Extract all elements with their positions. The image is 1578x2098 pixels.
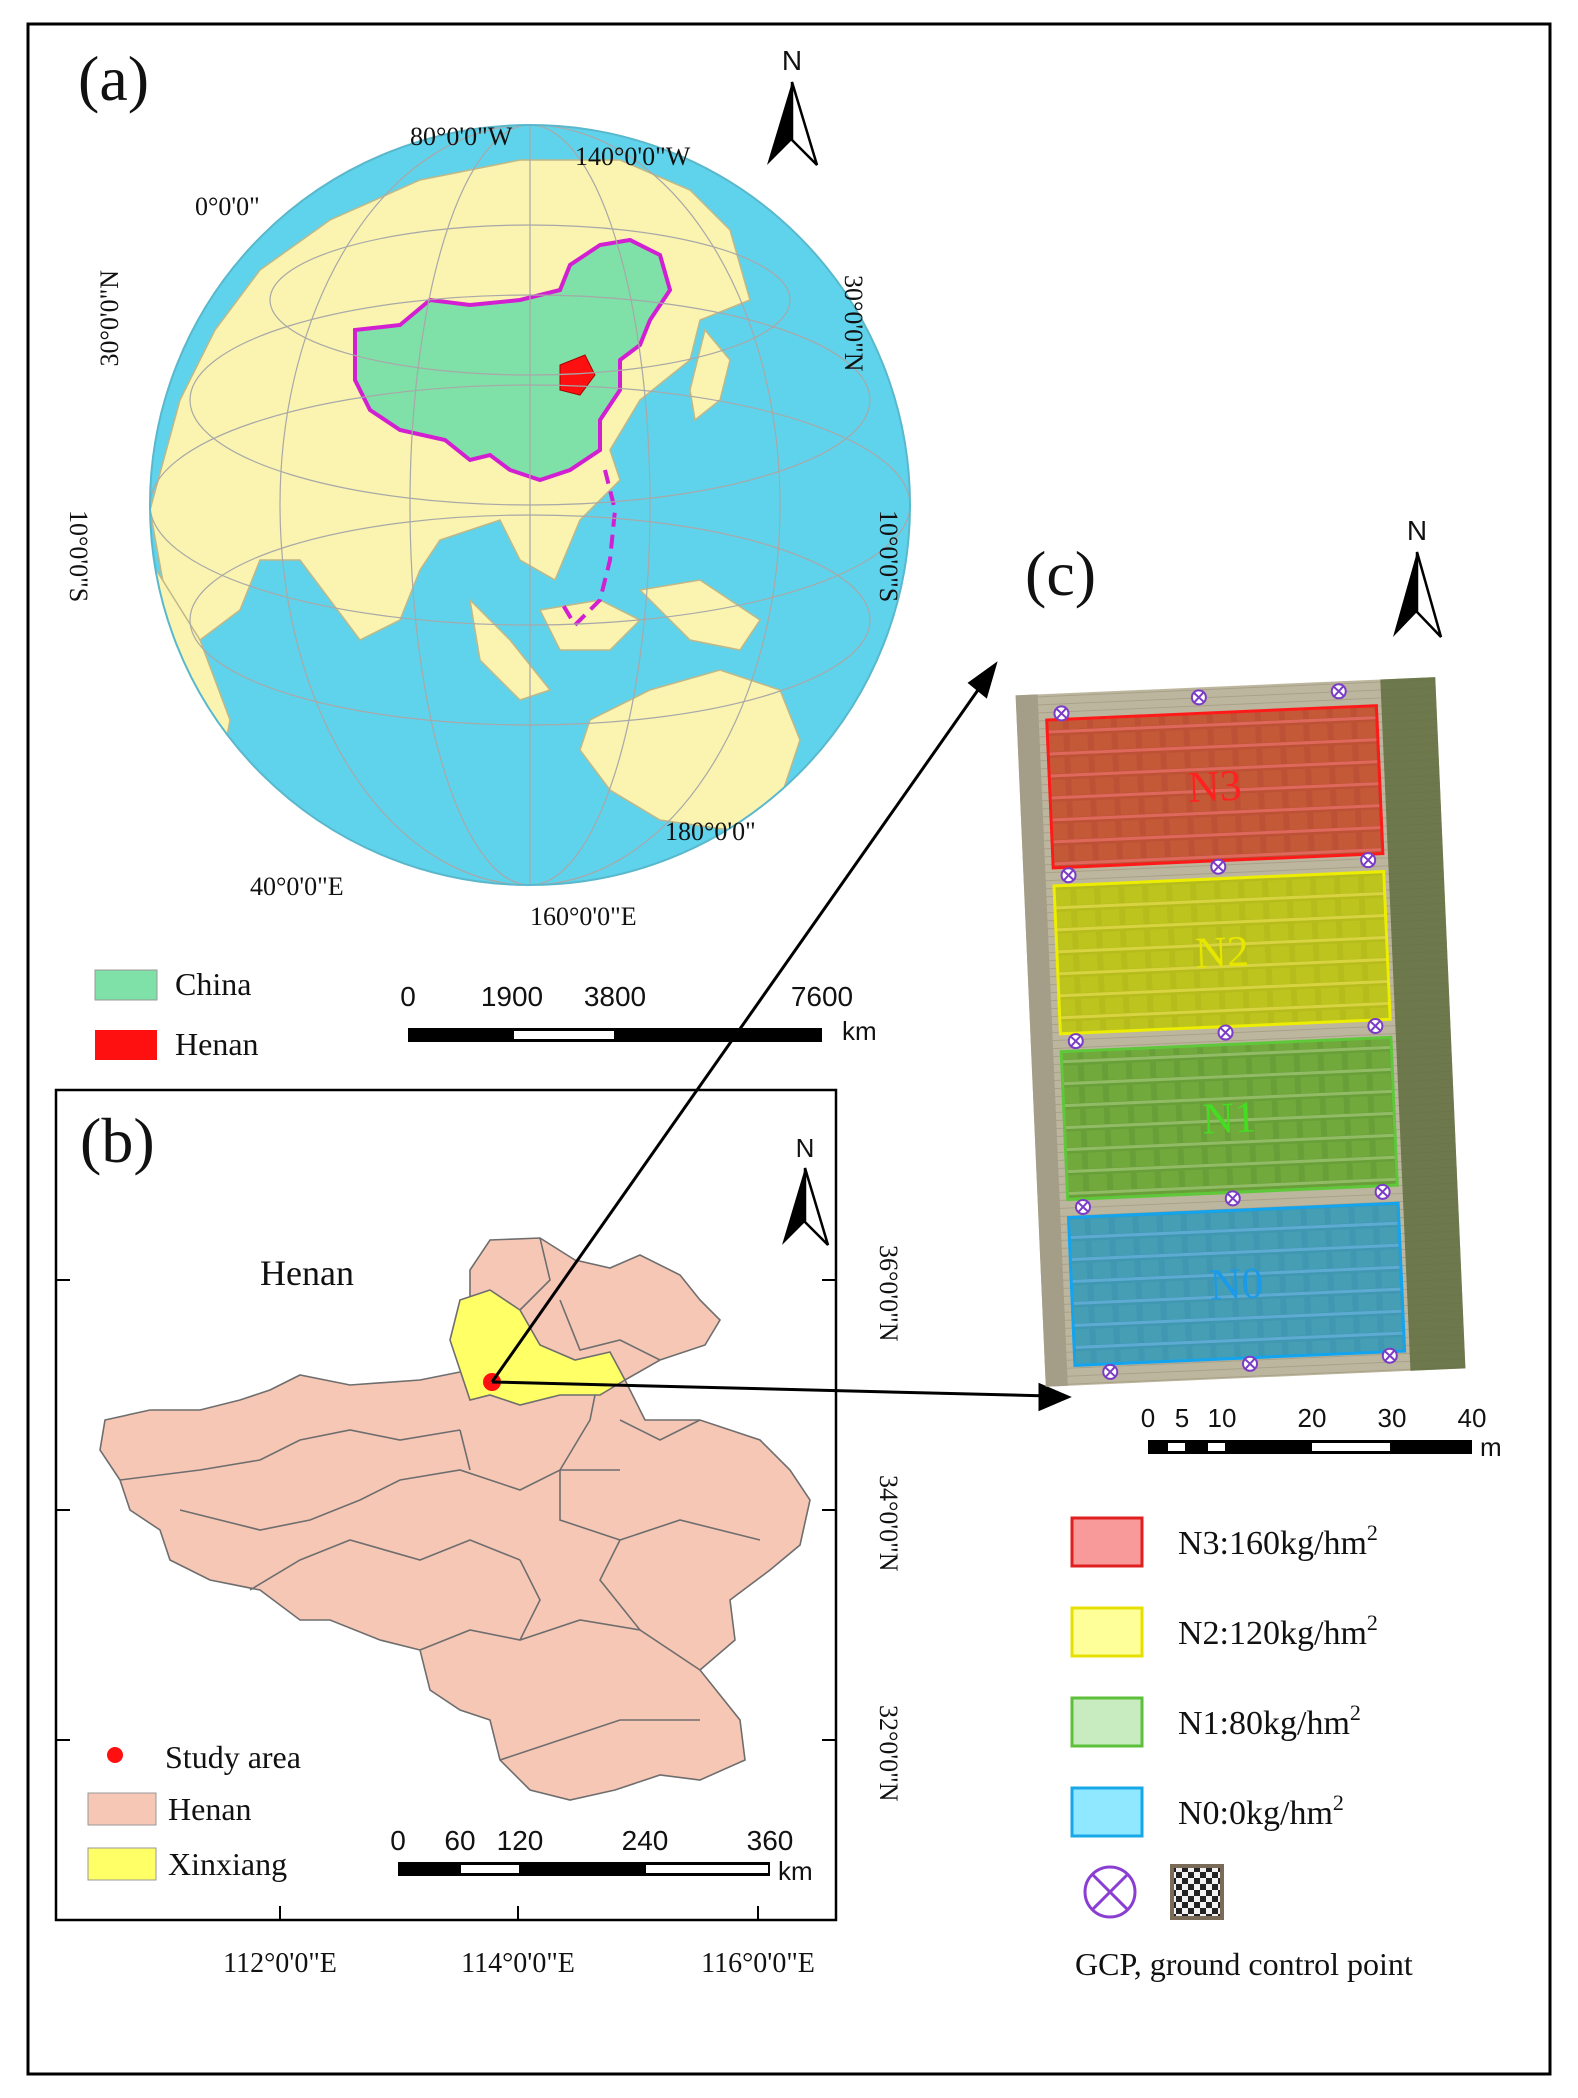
label-30n-right: 30°0'0"N	[839, 275, 868, 372]
panel-b-label: (b)	[80, 1105, 155, 1176]
svg-text:1900: 1900	[481, 981, 543, 1012]
plot-n2-label: N2	[1194, 926, 1250, 977]
legend-c: N3:160kg/hm2 N2:120kg/hm2 N1:80kg/hm2 N0…	[1070, 1516, 1413, 1982]
svg-text:30: 30	[1378, 1403, 1407, 1433]
svg-text:240: 240	[622, 1825, 669, 1856]
svg-text:60: 60	[444, 1825, 475, 1856]
henan-region-label: Henan	[260, 1253, 354, 1293]
lat-label-36n: 36°0'0"N	[874, 1245, 903, 1342]
plot-n1-label: N1	[1201, 1092, 1257, 1143]
north-arrow-icon: N	[1393, 515, 1443, 638]
legend-n0-label: N0:0kg/hm2	[1178, 1790, 1344, 1832]
svg-text:N: N	[796, 1133, 815, 1163]
legend-n1-label: N1:80kg/hm2	[1178, 1700, 1361, 1742]
legend-henan-swatch	[87, 1792, 157, 1826]
label-30n-left: 30°0'0"N	[95, 270, 124, 367]
legend-study-area-icon	[107, 1747, 123, 1763]
svg-text:3800: 3800	[584, 981, 646, 1012]
globe-map	[149, 124, 911, 886]
svg-text:0: 0	[1141, 1403, 1155, 1433]
china-region	[353, 237, 673, 483]
plot-n0-label: N0	[1209, 1258, 1265, 1309]
scale-bar-c: 0 5 10 20 30 40 m	[1141, 1403, 1502, 1462]
label-0: 0°0'0"	[195, 192, 260, 221]
legend-n2-label: N2:120kg/hm2	[1178, 1610, 1378, 1652]
gcp-caption: GCP, ground control point	[1075, 1946, 1413, 1982]
panel-a-label: (a)	[78, 43, 149, 114]
gcp-markers	[1053, 682, 1399, 1381]
legend-henan-swatch	[95, 1030, 157, 1060]
legend-study-area-label: Study area	[165, 1739, 301, 1775]
scale-bar-b: 0 60 120 240 360 km	[390, 1825, 812, 1886]
lat-label-34n: 34°0'0"N	[874, 1475, 903, 1572]
uav-field-image: N3 N2 N1 N0	[1015, 677, 1466, 1387]
legend-n3-label: N3:160kg/hm2	[1178, 1520, 1378, 1562]
lon-label-114e: 114°0'0"E	[461, 1948, 575, 1979]
svg-text:0: 0	[400, 981, 416, 1012]
label-160e: 160°0'0"E	[530, 902, 637, 931]
svg-text:km: km	[778, 1856, 813, 1886]
lon-label-112e: 112°0'0"E	[223, 1948, 337, 1979]
legend-n0-swatch	[1070, 1786, 1144, 1838]
svg-text:10: 10	[1208, 1403, 1237, 1433]
svg-text:20: 20	[1298, 1403, 1327, 1433]
svg-text:m: m	[1480, 1432, 1502, 1462]
svg-text:0: 0	[390, 1825, 406, 1856]
legend-henan-label: Henan	[168, 1791, 252, 1827]
svg-text:5: 5	[1175, 1403, 1189, 1433]
svg-text:N: N	[782, 45, 802, 76]
legend-n1-swatch	[1070, 1696, 1144, 1748]
scale-bar-a: 0 1900 3800 7600 km	[400, 981, 876, 1046]
gcp-symbol-icon	[1083, 1865, 1137, 1919]
lon-label-116e: 116°0'0"E	[701, 1948, 815, 1979]
legend-xinxiang-swatch	[87, 1847, 157, 1881]
panel-c-label: (c)	[1025, 538, 1096, 609]
connector-arrows	[490, 661, 1072, 1412]
panel-b: (b) Henan	[54, 1088, 903, 1979]
label-80w: 80°0'0"W	[410, 122, 513, 151]
svg-text:40: 40	[1458, 1403, 1487, 1433]
label-180: 180°0'0"	[665, 817, 756, 846]
svg-text:7600: 7600	[791, 981, 853, 1012]
legend-xinxiang-label: Xinxiang	[168, 1846, 287, 1882]
svg-text:N: N	[1407, 515, 1427, 546]
henan-map	[99, 1237, 811, 1801]
label-40e: 40°0'0"E	[250, 872, 344, 901]
label-10s-left: 10°0'0"S	[64, 510, 93, 602]
plot-n3-label: N3	[1187, 761, 1243, 812]
legend-china-label: China	[175, 966, 251, 1002]
legend-henan-label: Henan	[175, 1026, 259, 1062]
legend-china-swatch	[94, 969, 158, 1001]
svg-text:120: 120	[497, 1825, 544, 1856]
gcp-target-icon	[1170, 1864, 1224, 1920]
svg-text:360: 360	[747, 1825, 794, 1856]
legend-n3-swatch	[1070, 1516, 1144, 1568]
lat-label-32n: 32°0'0"N	[874, 1705, 903, 1802]
north-arrow-icon: N	[767, 45, 819, 166]
svg-text:km: km	[842, 1016, 877, 1046]
north-arrow-icon: N	[782, 1133, 830, 1246]
label-10s-right: 10°0'0"S	[874, 510, 903, 602]
legend-n2-swatch	[1070, 1606, 1144, 1658]
label-140w: 140°0'0"W	[575, 142, 691, 171]
panel-c: (c) N N3 N2 N1 N0	[1015, 515, 1502, 1982]
